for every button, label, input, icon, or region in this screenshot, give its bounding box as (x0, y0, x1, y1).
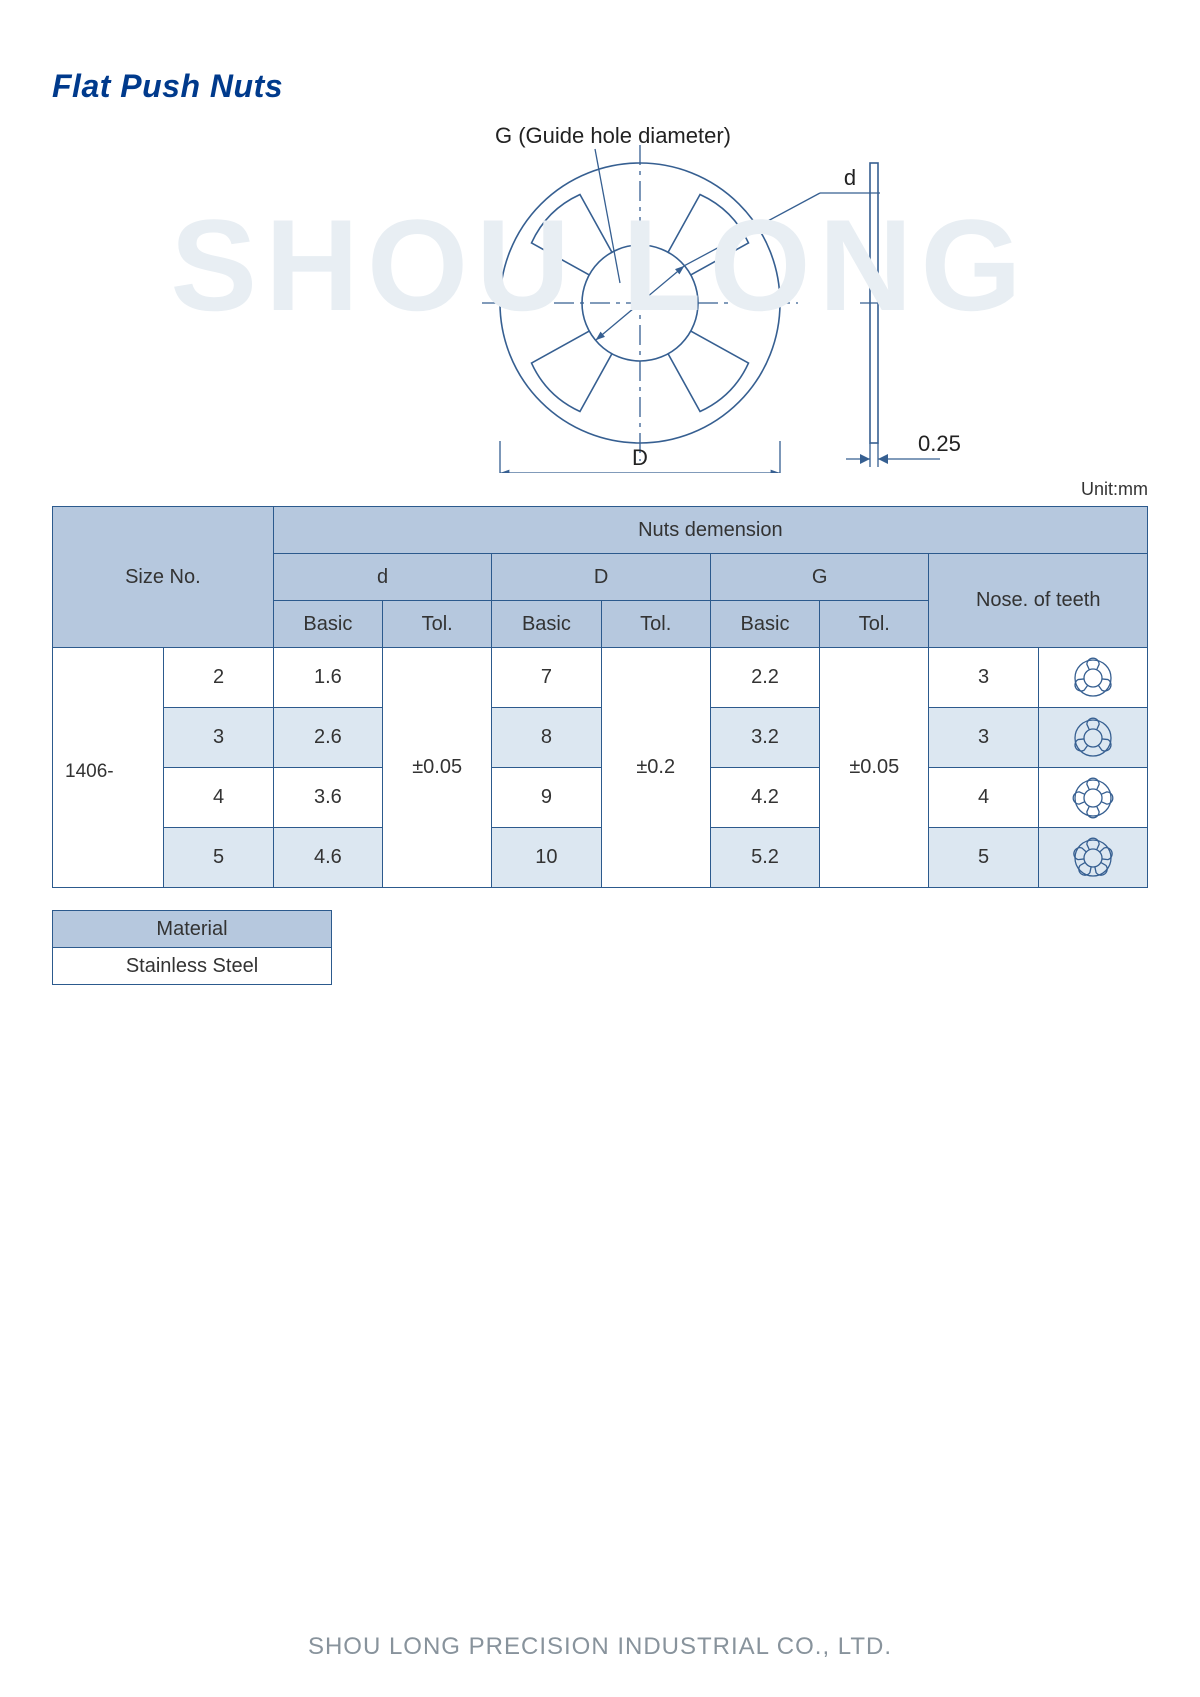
spec-table: Size No. Nuts demension d D G Nose. of t… (52, 506, 1148, 888)
footer-company: SHOU LONG PRECISION INDUSTRIAL CO., LTD. (0, 1633, 1200, 1661)
col-D-basic: Basic (492, 601, 601, 648)
col-nose: Nose. of teeth (929, 554, 1148, 648)
col-nutsdim: Nuts demension (273, 507, 1147, 554)
col-d-tol: Tol. (383, 601, 492, 648)
svg-text:d: d (844, 165, 856, 190)
col-G-tol: Tol. (820, 601, 929, 648)
material-value: Stainless Steel (53, 948, 332, 985)
watermark-text: SHOU LONG (0, 190, 1200, 340)
svg-text:G (Guide hole diameter): G (Guide hole diameter) (495, 123, 731, 148)
material-header: Material (53, 911, 332, 948)
unit-label: Unit:mm (52, 479, 1148, 500)
svg-text:0.25: 0.25 (918, 431, 961, 456)
page-title: Flat Push Nuts (52, 68, 1148, 105)
col-G-basic: Basic (710, 601, 819, 648)
col-sizeno: Size No. (53, 507, 274, 648)
material-table: Material Stainless Steel (52, 910, 332, 985)
col-G: G (710, 554, 929, 601)
col-d: d (273, 554, 492, 601)
col-d-basic: Basic (273, 601, 382, 648)
col-D: D (492, 554, 711, 601)
svg-text:D: D (632, 445, 648, 470)
col-D-tol: Tol. (601, 601, 710, 648)
